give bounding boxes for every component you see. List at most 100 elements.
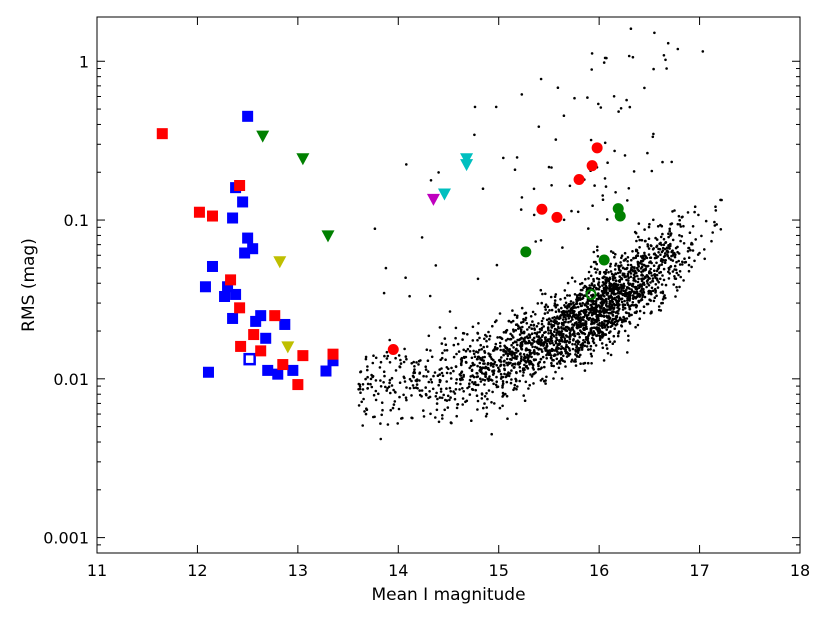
background-star-dot: [468, 378, 472, 382]
background-star-dot: [502, 363, 506, 367]
background-star-dot: [530, 375, 534, 378]
background-star-dot: [531, 345, 534, 349]
background-star-dot: [602, 287, 606, 290]
background-star-dot: [557, 366, 561, 370]
background-star-dot: [630, 266, 633, 270]
background-star-dot: [544, 348, 547, 352]
background-star-dot: [572, 338, 575, 341]
background-star-dot: [526, 328, 529, 331]
background-star-dot: [556, 353, 559, 356]
background-star-dot: [466, 333, 469, 336]
background-star-dot: [565, 355, 569, 358]
background-star-dot: [594, 344, 598, 347]
background-star-dot: [611, 275, 615, 278]
background-star-dot: [563, 296, 567, 300]
background-star-dot: [462, 375, 465, 378]
square-marker: [219, 290, 231, 302]
background-star-dot: [489, 356, 493, 359]
background-star-dot: [417, 363, 420, 366]
background-star-dot: [555, 328, 558, 332]
y-tick-label: 0.01: [53, 370, 89, 389]
background-star-dot: [598, 285, 601, 289]
background-star-dot: [540, 322, 544, 326]
background-star-dot: [487, 330, 490, 334]
background-star-dot: [364, 357, 368, 361]
background-star-dot: [360, 400, 364, 404]
background-star-dot: [498, 336, 502, 339]
background-star-dot: [495, 380, 499, 384]
background-star-dot: [592, 341, 596, 345]
background-star-dot: [562, 354, 565, 358]
background-star-dot: [609, 265, 612, 268]
background-star-dot: [659, 253, 662, 256]
background-star-dot: [473, 105, 477, 109]
circle-marker: [614, 210, 626, 222]
background-star-dot: [601, 309, 605, 313]
background-star-dot: [652, 67, 655, 71]
background-star-dot: [455, 352, 458, 356]
background-star-dot: [672, 283, 675, 286]
background-star-dot: [546, 311, 549, 314]
background-star-dot: [549, 323, 553, 326]
background-star-dot: [555, 336, 558, 340]
background-star-dot: [666, 254, 670, 258]
background-star-dot: [487, 389, 491, 392]
background-star-dot: [669, 232, 673, 235]
square-marker: [255, 310, 267, 322]
background-star-dot: [686, 211, 690, 214]
background-star-dot: [556, 303, 559, 307]
background-star-dot: [640, 287, 644, 291]
background-star-dot: [662, 243, 666, 246]
background-star-dot: [412, 371, 415, 375]
background-star-dot: [626, 255, 630, 259]
background-star-dot: [635, 310, 638, 313]
background-star-dot: [521, 374, 525, 377]
background-star-dot: [378, 366, 382, 369]
background-star-dot: [528, 359, 532, 363]
background-star-dot: [555, 357, 559, 361]
y-tick-label: 0.1: [64, 211, 89, 230]
background-star-dot: [622, 289, 625, 293]
x-tick-label: 18: [790, 561, 810, 580]
background-star-dot: [476, 408, 479, 411]
background-star-dot: [647, 237, 651, 240]
background-star-dot: [648, 277, 651, 280]
background-star-dot: [663, 261, 667, 265]
background-star-dot: [572, 330, 576, 333]
background-star-dot: [560, 330, 564, 333]
background-star-dot: [435, 391, 438, 395]
background-star-dot: [541, 292, 544, 296]
background-star-dot: [443, 349, 447, 352]
background-star-dot: [629, 272, 633, 275]
background-star-dot: [486, 363, 490, 366]
background-star-dot: [650, 286, 654, 290]
background-star-dot: [602, 314, 606, 317]
background-star-dot: [586, 338, 589, 342]
background-star-dot: [408, 377, 412, 381]
background-star-dot: [486, 367, 490, 371]
background-star-dot: [427, 334, 431, 338]
background-star-dot: [630, 303, 634, 307]
open-square-marker: [243, 352, 256, 366]
background-star-dot: [652, 132, 655, 136]
background-star-dot: [636, 260, 640, 264]
background-star-dot: [537, 364, 540, 368]
background-star-dot: [667, 232, 670, 235]
background-star-dot: [626, 303, 630, 307]
background-star-dot: [429, 412, 432, 416]
background-star-dot: [564, 318, 568, 321]
background-star-dot: [507, 371, 510, 374]
background-star-dot: [693, 205, 697, 208]
background-star-dot: [479, 380, 483, 383]
background-star-dot: [520, 321, 523, 324]
background-star-dot: [634, 325, 637, 329]
background-star-dot: [626, 260, 629, 263]
background-star-dot: [643, 251, 646, 255]
background-star-dot: [631, 301, 635, 304]
background-star-dot: [394, 356, 397, 360]
background-star-dot: [586, 317, 590, 320]
background-star-dot: [479, 377, 482, 381]
background-star-dot: [504, 375, 508, 379]
background-star-dot: [410, 394, 413, 397]
background-star-dot: [660, 257, 663, 261]
